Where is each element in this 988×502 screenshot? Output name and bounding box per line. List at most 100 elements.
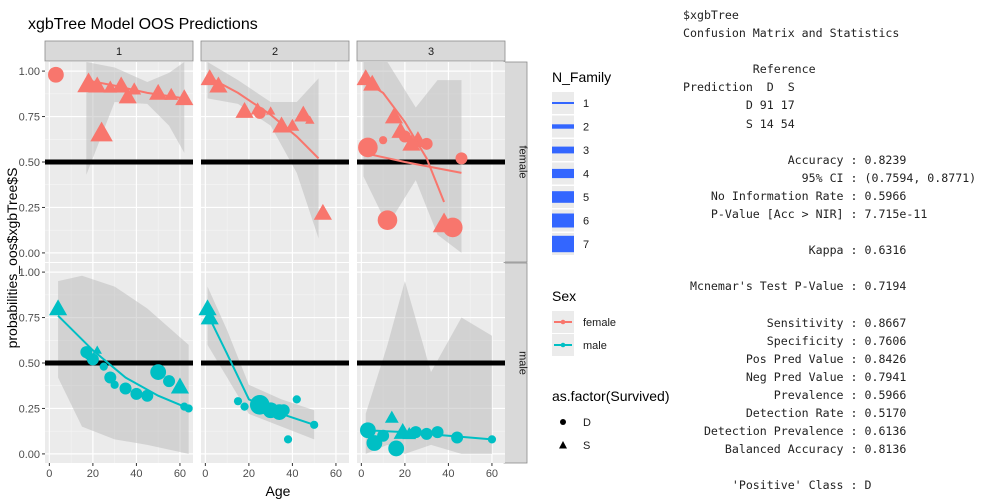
console-line: Sensitivity : 0.8667	[683, 315, 907, 330]
y-tick-label: 0.25	[19, 403, 40, 415]
console-line: Prevalence : 0.5966	[683, 387, 907, 402]
panel-3-female	[356, 62, 505, 262]
data-point-survived	[285, 118, 300, 131]
data-point-died	[130, 387, 143, 400]
facet-strip-col-1	[44, 40, 194, 62]
data-point-died	[233, 397, 243, 406]
confidence-band	[207, 62, 319, 239]
data-point-died	[283, 435, 293, 444]
legend-size-key	[552, 124, 574, 129]
x-tick-label: 60	[486, 468, 498, 480]
legend-size-label: 6	[583, 216, 589, 228]
data-point-died	[377, 210, 398, 230]
console-line: Pos Pred Value : 0.8426	[683, 351, 907, 366]
x-tick-label: 40	[286, 468, 298, 480]
data-point-survived	[170, 377, 190, 394]
smooth-fit-line	[365, 429, 493, 441]
x-tick-label: 0	[46, 468, 52, 480]
data-point-died	[431, 426, 444, 439]
console-line: No Information Rate : 0.5966	[683, 188, 907, 203]
smooth-fit-line	[362, 79, 445, 203]
data-point-died	[141, 389, 154, 402]
legend-size-key	[552, 168, 574, 179]
legend-size-label: 5	[583, 192, 589, 204]
legend-size-title: N_Family	[552, 69, 611, 85]
facet-strip-col-2	[200, 40, 350, 62]
x-axis-title: Age	[266, 483, 291, 499]
facet-strip-label: 1	[116, 46, 122, 58]
data-point-died	[253, 106, 266, 119]
x-tick-label: 0	[202, 468, 208, 480]
data-point-survived	[48, 299, 68, 316]
data-point-died	[398, 130, 411, 143]
data-point-died	[420, 137, 433, 150]
legend-sex-label: female	[583, 317, 616, 329]
x-tick-label: 0	[358, 468, 364, 480]
legend-size-key	[552, 191, 574, 203]
data-point-died	[110, 380, 119, 389]
facet-strip-label: male	[517, 351, 529, 375]
legend-size-key	[552, 146, 574, 154]
console-line: Confusion Matrix and Statistics	[683, 26, 900, 41]
console-line: S 14 54	[683, 116, 795, 131]
console-output: $xgbTree Confusion Matrix and Statistics…	[683, 6, 976, 495]
data-point-died	[451, 431, 464, 444]
console-line: Accuracy : 0.8239	[683, 152, 907, 167]
smooth-fit-line	[57, 315, 190, 410]
data-point-died	[358, 137, 378, 158]
y-tick-label: 0.50	[19, 358, 40, 370]
legend-size-key	[552, 102, 574, 104]
panel-1-female: 0.00 0.25 0.50 0.75 1.00	[19, 62, 194, 262]
panel-2-male: 0 20 40 60	[198, 263, 349, 480]
y-tick-label: 0.00	[19, 449, 40, 461]
x-tick-label: 20	[87, 468, 99, 480]
y-tick-label: 1.00	[19, 267, 40, 279]
legend-size-label: 3	[583, 145, 589, 157]
data-point-survived	[305, 115, 315, 124]
panel-3-male: 0 20 40 60	[357, 263, 505, 480]
legend-shape-circle	[560, 419, 566, 425]
data-point-died	[377, 429, 390, 442]
facet-strip-label: 2	[272, 46, 278, 58]
data-point-died	[455, 152, 468, 165]
smooth-fit-line	[363, 151, 462, 174]
console-line: Prediction D S	[683, 80, 795, 95]
data-point-died	[150, 364, 167, 380]
x-tick-label: 60	[330, 468, 342, 480]
chart-title: xgbTree Model OOS Predictions	[28, 16, 258, 33]
y-tick-label: 0.00	[19, 248, 40, 260]
chart-panels: 1 2 3 female male 0.00 0.25 0.50 0.75 1.00 0.00 0.2…	[19, 40, 529, 480]
data-point-died	[119, 382, 132, 395]
console-line: Kappa : 0.6316	[683, 243, 907, 258]
legend-size-key	[552, 235, 574, 253]
facet-strip-label: 3	[428, 46, 434, 58]
data-point-died	[86, 353, 99, 366]
y-tick-label: 0.50	[19, 157, 40, 169]
data-point-survived	[363, 74, 382, 91]
data-point-survived	[384, 107, 404, 124]
smooth-fit-line	[206, 313, 315, 426]
console-line: Mcnemar's Test P-Value : 0.7194	[683, 279, 907, 294]
console-line: D 91 17	[683, 98, 795, 113]
data-point-died	[240, 402, 249, 411]
data-point-survived	[384, 410, 399, 423]
y-tick-label: 0.75	[19, 112, 40, 124]
data-point-survived	[175, 89, 194, 106]
legend-survived-label: D	[583, 417, 591, 429]
chart-legends: N_Family 1 2 3 4 5 6 7 Sex female male as.factor(Su…	[552, 69, 669, 452]
x-tick-label: 40	[442, 468, 454, 480]
data-point-died	[292, 395, 301, 404]
data-point-survived	[90, 121, 113, 142]
data-point-died	[388, 440, 405, 457]
legend-survived-label: S	[583, 440, 590, 452]
panel-1-male: 0.00 0.25 0.50 0.75 1.00 0 20 40 60	[19, 263, 193, 480]
legend-size-key	[552, 213, 574, 228]
console-line: Detection Prevalence : 0.6136	[683, 424, 907, 439]
console-line: 95% CI : (0.7594, 0.8771)	[683, 170, 977, 185]
faceted-scatter-chart: xgbTree Model OOS Predictions 1 2 3 female m…	[4, 16, 669, 499]
data-point-died	[163, 375, 176, 388]
legend-shape-triangle	[559, 441, 567, 449]
data-point-died	[104, 371, 117, 384]
legend-size-label: 2	[583, 122, 589, 134]
legend-sex-point	[560, 342, 566, 348]
